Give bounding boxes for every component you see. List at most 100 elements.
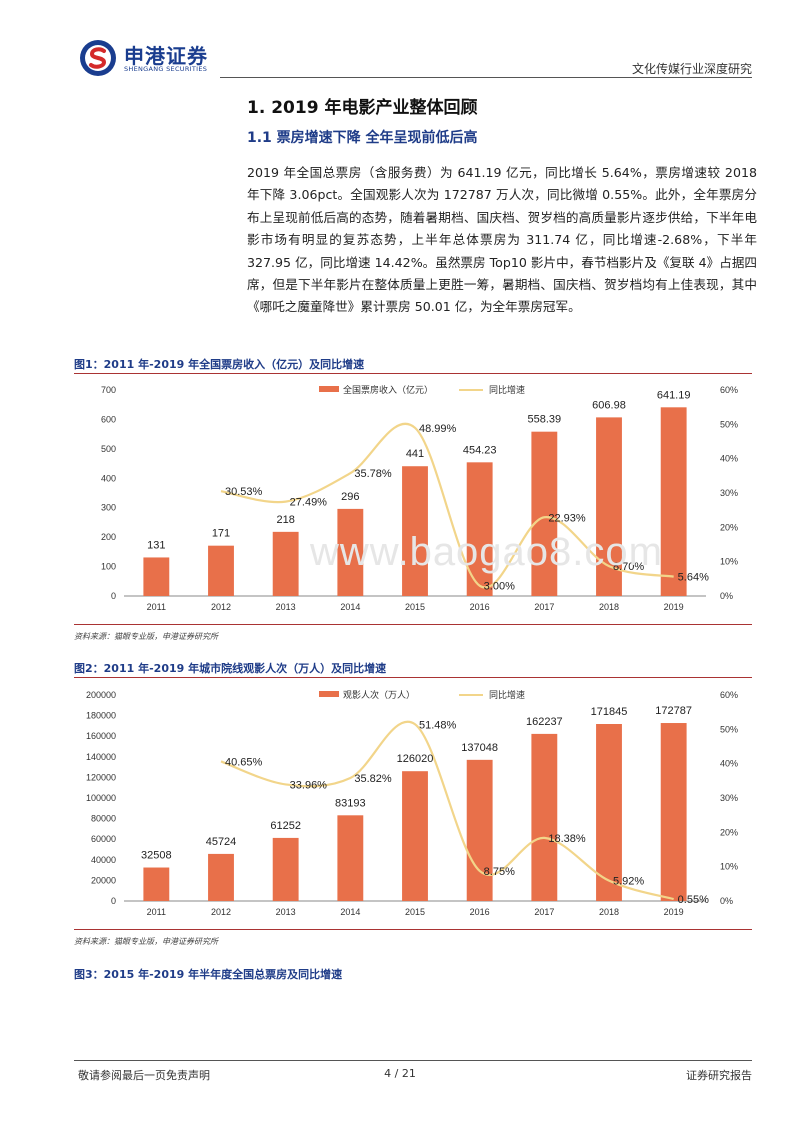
page-number: 4 / 21 bbox=[384, 1067, 416, 1080]
figure-2-source: 资料来源：猫眼专业版，申港证券研究所 bbox=[74, 937, 218, 946]
chart2-y2-tick: 0% bbox=[720, 896, 733, 906]
chart2-bar-label: 172787 bbox=[655, 705, 692, 717]
chart2-y-tick: 140000 bbox=[86, 752, 116, 762]
chart1-y2-tick: 50% bbox=[720, 419, 738, 429]
chart2-bar bbox=[596, 723, 622, 901]
subsection-heading: 1.1 票房增速下降 全年呈现前低后高 bbox=[247, 130, 478, 146]
chart1-y-tick: 500 bbox=[101, 444, 116, 454]
chart1-y-tick: 600 bbox=[101, 414, 116, 424]
chart2-bar bbox=[402, 771, 428, 901]
figure-2-chart: 0 20000 40000 60000 80000 100000 120000 140000 1… bbox=[74, 683, 752, 923]
chart1-y2-tick: 0% bbox=[720, 591, 733, 601]
chart1-y2-tick: 60% bbox=[720, 385, 738, 395]
chart1-x-tick: 2015 bbox=[405, 602, 425, 612]
chart1-legend-bar-swatch bbox=[319, 386, 339, 392]
chart1-bar-label: 296 bbox=[341, 491, 359, 503]
chart2-y2-tick: 40% bbox=[720, 759, 738, 769]
chart1-y2-tick: 20% bbox=[720, 522, 738, 532]
chart2-y-tick: 120000 bbox=[86, 772, 116, 782]
logo-text-en: SHENGANG SECURITIES bbox=[124, 65, 208, 73]
chart2-bar bbox=[337, 815, 364, 901]
chart2-legend-bar-label: 观影人次（万人） bbox=[343, 689, 415, 700]
chart1-y-tick: 0 bbox=[111, 591, 116, 601]
chart2-bar bbox=[272, 837, 299, 901]
chart2-growth-label: 33.96% bbox=[290, 779, 328, 791]
chart1-legend-line-label: 同比增速 bbox=[489, 384, 525, 395]
company-logo: 申港证券 SHENGANG SECURITIES bbox=[78, 38, 218, 78]
chart2-y2-tick: 60% bbox=[720, 690, 738, 700]
chart1-y-tick: 100 bbox=[101, 562, 116, 572]
chart1-bar bbox=[208, 545, 234, 596]
chart1-x-tick: 2011 bbox=[147, 602, 166, 612]
section-heading: 1. 2019 年电影产业整体回顾 bbox=[247, 98, 478, 118]
chart1-y-tick: 300 bbox=[101, 503, 116, 513]
chart2-bar-label: 171845 bbox=[591, 706, 628, 718]
footer-disclaimer: 敬请参阅最后一页免责声明 bbox=[78, 1069, 210, 1082]
chart2-growth-label: 35.82% bbox=[354, 773, 392, 785]
chart1-x-tick: 2019 bbox=[664, 602, 684, 612]
chart1-bar-label: 454.23 bbox=[463, 444, 497, 456]
chart2-growth-label: 51.48% bbox=[419, 719, 457, 731]
chart2-x-tick: 2012 bbox=[211, 907, 231, 917]
chart2-x-tick: 2014 bbox=[340, 907, 360, 917]
chart2-y-tick: 60000 bbox=[91, 834, 116, 844]
chart2-x-tick: 2011 bbox=[147, 907, 166, 917]
logo-emblem-icon bbox=[80, 40, 116, 76]
chart1-x-tick: 2018 bbox=[599, 602, 619, 612]
figure-2-title: 图2：2011 年-2019 年城市院线观影人次（万人）及同比增速 bbox=[74, 662, 387, 675]
footer-report-type: 证券研究报告 bbox=[686, 1069, 752, 1082]
chart1-growth-label: 5.64% bbox=[678, 572, 709, 584]
chart1-bar-label: 218 bbox=[276, 514, 294, 526]
chart2-growth-label: 40.65% bbox=[225, 756, 263, 768]
chart1-growth-label: 30.53% bbox=[225, 486, 263, 498]
footer-divider bbox=[74, 1060, 752, 1061]
chart1-growth-label: 22.93% bbox=[548, 512, 586, 524]
chart1-bar bbox=[531, 431, 558, 596]
chart2-svg: 0 20000 40000 60000 80000 100000 120000 140000 1… bbox=[86, 689, 738, 917]
chart1-bar-label: 641.19 bbox=[657, 389, 691, 401]
chart1-growth-line bbox=[220, 422, 674, 589]
chart2-y-tick: 200000 bbox=[86, 690, 116, 700]
chart1-legend-bar-label: 全国票房收入（亿元） bbox=[343, 384, 433, 395]
chart1-bar-label: 606.98 bbox=[592, 399, 626, 411]
chart2-y-tick: 20000 bbox=[91, 875, 116, 885]
figure-1-top-rule bbox=[74, 373, 752, 374]
chart1-bar bbox=[660, 407, 687, 596]
chart2-y2-tick: 50% bbox=[720, 724, 738, 734]
chart1-x-tick: 2016 bbox=[470, 602, 490, 612]
chart2-y-tick: 100000 bbox=[86, 793, 116, 803]
chart1-y-tick: 700 bbox=[101, 385, 116, 395]
chart2-growth-label: 8.75% bbox=[484, 866, 515, 878]
chart1-y-tick: 400 bbox=[101, 473, 116, 483]
chart2-x-tick: 2013 bbox=[276, 907, 296, 917]
chart2-y-tick: 0 bbox=[111, 896, 116, 906]
chart2-bar bbox=[466, 759, 493, 901]
chart2-y-tick: 160000 bbox=[86, 731, 116, 741]
chart2-legend-line-label: 同比增速 bbox=[489, 689, 525, 700]
chart2-bar-label: 137048 bbox=[461, 742, 498, 754]
chart2-growth-label: 18.38% bbox=[548, 833, 586, 845]
chart2-y2-tick: 10% bbox=[720, 862, 738, 872]
chart1-bar-label: 171 bbox=[212, 528, 230, 540]
chart1-growth-label: 8.70% bbox=[613, 561, 644, 573]
figure-1-source: 资料来源：猫眼专业版，申港证券研究所 bbox=[74, 632, 218, 641]
chart1-bar bbox=[402, 466, 428, 596]
chart1-y2-tick: 40% bbox=[720, 454, 738, 464]
chart2-bar bbox=[660, 723, 687, 901]
chart2-growth-label: 0.55% bbox=[678, 894, 709, 906]
body-paragraph: 2019 年全国总票房（含服务费）为 641.19 亿元，同比增长 5.64%，… bbox=[247, 165, 758, 315]
chart1-y2-tick: 10% bbox=[720, 557, 738, 567]
chart1-x-tick: 2017 bbox=[534, 602, 554, 612]
chart2-y2-tick: 30% bbox=[720, 793, 738, 803]
chart2-growth-label: 5.92% bbox=[613, 876, 644, 888]
figure-3-title: 图3：2015 年-2019 年半年度全国总票房及同比增速 bbox=[74, 968, 343, 981]
figure-2-bottom-rule bbox=[74, 929, 752, 930]
chart1-growth-label: 48.99% bbox=[419, 423, 457, 435]
chart2-x-tick: 2017 bbox=[534, 907, 554, 917]
chart2-bar-label: 61252 bbox=[270, 820, 301, 832]
chart2-growth-line bbox=[220, 720, 674, 901]
chart1-bar bbox=[143, 557, 170, 596]
figure-2-top-rule bbox=[74, 677, 752, 678]
chart2-x-tick: 2019 bbox=[664, 907, 684, 917]
chart2-bar-label: 45724 bbox=[206, 836, 237, 848]
